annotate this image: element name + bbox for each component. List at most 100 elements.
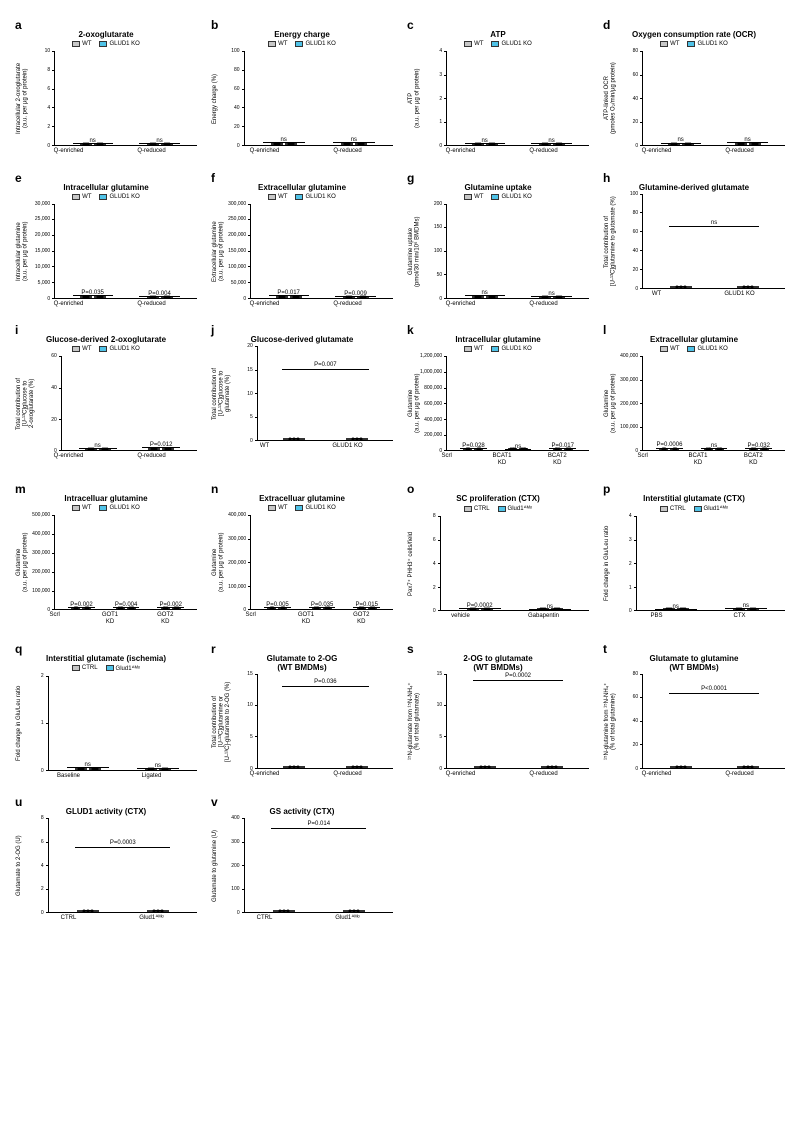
- legend-swatch: [72, 505, 80, 511]
- bar: [77, 910, 99, 912]
- y-ticks: 012: [24, 676, 46, 771]
- legend-swatch: [464, 506, 472, 512]
- legend-label: GLUD1 KO: [305, 41, 335, 47]
- y-tick-label: 50: [437, 272, 443, 278]
- y-tick-label: 250,000: [228, 216, 246, 222]
- panel-n: nExtracelluar glutamineWTGLUD1 KOGlutami…: [211, 484, 393, 625]
- bar: [346, 766, 368, 768]
- x-labels: ScrlGOT1KDGOT2KD: [15, 612, 197, 625]
- sig-bracket: [139, 296, 179, 297]
- bar: [147, 910, 169, 912]
- bar-group: ns: [126, 143, 193, 145]
- x-label: Q-reduced: [110, 301, 193, 308]
- bar: [273, 910, 295, 912]
- y-tick-label: 4: [47, 105, 50, 111]
- y-tick-label: 200,000: [620, 401, 638, 407]
- legend: WTGLUD1 KO: [407, 41, 589, 47]
- bars-container: nsns: [643, 51, 785, 145]
- bar: [271, 143, 283, 145]
- sig-bracket: [333, 142, 375, 143]
- y-tick-label: 200,000: [32, 569, 50, 575]
- legend: WTGLUD1 KO: [407, 346, 589, 352]
- x-labels: Q-enrichedQ-reduced: [407, 771, 589, 778]
- y-tick-label: 1,000,000: [420, 369, 442, 375]
- sig-bracket: [505, 449, 532, 450]
- legend-item: Glud1ᐞᴹᵒ: [498, 505, 533, 512]
- y-axis-label: ATP(a.u. per µg of protein): [407, 51, 422, 146]
- bar: [285, 143, 297, 145]
- x-label: Q-enriched: [419, 301, 502, 308]
- x-labels: WTGLUD1 KO: [603, 291, 785, 298]
- plot-area: P=0.035P=0.004: [54, 204, 197, 299]
- y-tick-label: 60: [51, 353, 57, 359]
- plot-area: nsns: [54, 51, 197, 146]
- sig-bracket: [113, 607, 140, 608]
- y-tick-label: 2: [41, 886, 44, 892]
- y-tick-label: 4: [629, 513, 632, 519]
- x-labels: Q-enrichedQ-reduced: [603, 771, 785, 778]
- x-labels: Q-enrichedQ-reduced: [15, 301, 197, 308]
- y-tick-label: 40: [633, 718, 639, 724]
- y-tick-label: 3: [629, 537, 632, 543]
- plot-area: P=0.007: [257, 346, 393, 441]
- y-tick-label: 40: [51, 385, 57, 391]
- chart: Glutamine(a.u. per µg of protein)0100,00…: [15, 515, 197, 610]
- y-tick-label: 100: [630, 191, 638, 197]
- x-label: Scrl: [27, 612, 82, 625]
- panel-title: Extracellular glutamine: [603, 325, 785, 344]
- legend-item: WT: [72, 505, 91, 511]
- legend-item: WT: [464, 41, 483, 47]
- sig-bracket: [745, 448, 772, 449]
- plot-area: P=0.0002ns: [440, 516, 589, 611]
- y-tick-label: 0: [41, 910, 44, 916]
- y-tick-label: 200: [231, 863, 239, 869]
- x-label: Q-enriched: [27, 301, 110, 308]
- panel-b: bEnergy chargeWTGLUD1 KOEnergy charge (%…: [211, 20, 393, 155]
- y-tick-label: 5: [439, 734, 442, 740]
- bar-group: P=0.004: [104, 607, 149, 609]
- bar-group: ns: [714, 143, 781, 145]
- y-tick-label: 40: [633, 248, 639, 254]
- y-ticks: 020406080100: [618, 194, 640, 289]
- bar-group: P=0.028: [451, 448, 496, 450]
- x-label: Baseline: [27, 773, 110, 780]
- legend-swatch: [295, 194, 303, 200]
- legend-swatch: [464, 194, 472, 200]
- y-tick: [242, 145, 245, 146]
- legend-label: CTRL: [670, 506, 686, 512]
- y-axis-label: Extracellular glutamine(a.u. per µg of p…: [211, 204, 226, 299]
- panel-m: mIntracelluar glutamineWTGLUD1 KOGlutami…: [15, 484, 197, 625]
- legend-label: WT: [474, 346, 483, 352]
- bars-container: nsns: [637, 516, 785, 610]
- y-ticks: 05101520: [233, 346, 255, 441]
- bar-group: [518, 766, 585, 768]
- x-label: Q-enriched: [419, 148, 502, 155]
- legend-item: GLUD1 KO: [295, 505, 335, 511]
- legend-label: WT: [82, 41, 91, 47]
- bar-group: P=0.002: [59, 607, 104, 609]
- y-ticks: 051015: [422, 674, 444, 769]
- x-labels: Q-enrichedQ-reduced: [211, 771, 393, 778]
- legend: WTGLUD1 KO: [15, 505, 197, 511]
- plot-area: ns: [642, 194, 785, 289]
- plot-area: P=0.036: [257, 674, 393, 769]
- y-axis-label: Intracellular 2-oxoglutarate(a.u. per µg…: [15, 51, 30, 146]
- panel-letter: s: [407, 642, 414, 656]
- y-tick-label: 15: [437, 671, 443, 677]
- panel-title: Interstitial glutamate (CTX): [603, 484, 785, 503]
- legend-swatch: [72, 346, 80, 352]
- chart: ATP-linked OCR(pmoles O₂/min/µg protein)…: [603, 51, 785, 146]
- bar: [346, 438, 368, 440]
- panel-e: eIntracellular glutamineWTGLUD1 KOIntrac…: [15, 173, 197, 308]
- bar: [162, 448, 174, 450]
- x-label: Scrl: [615, 453, 670, 466]
- y-tick-label: 1: [629, 585, 632, 591]
- chart: Glutamine uptake(pmol/30 min/10⁶ BMDMs)0…: [407, 204, 589, 299]
- y-tick-label: 5: [250, 734, 253, 740]
- y-tick-label: 300: [231, 839, 239, 845]
- y-tick-label: 0: [439, 448, 442, 454]
- y-tick-label: 0: [439, 766, 442, 772]
- sig-bracket: [549, 448, 576, 449]
- legend-swatch: [295, 505, 303, 511]
- sig-bracket: [460, 448, 487, 449]
